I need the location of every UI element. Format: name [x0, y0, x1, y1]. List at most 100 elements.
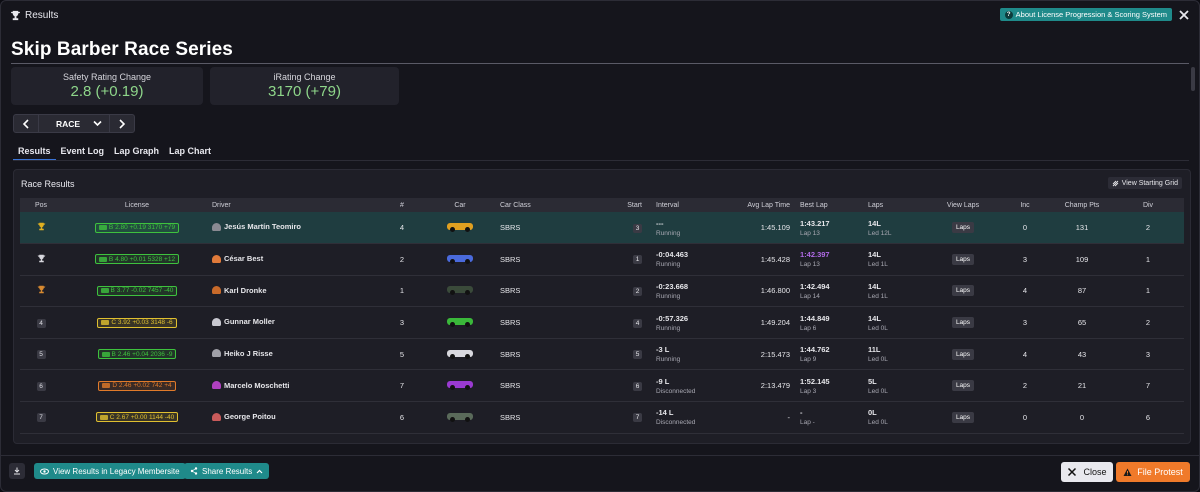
driver-name[interactable]: Gunnar Moller: [224, 317, 275, 327]
license-icon: [102, 383, 111, 389]
license-icon: [101, 351, 110, 357]
col-start[interactable]: Start: [578, 198, 642, 212]
col-license[interactable]: License: [62, 198, 212, 212]
col-driver[interactable]: Driver: [212, 198, 384, 212]
license-text: B 3.77 -0.02 7457 -40: [110, 287, 174, 295]
next-session-button[interactable]: [110, 115, 134, 132]
license-badge: B 2.46 +0.04 2036 -9: [97, 349, 177, 360]
status-text: Running: [656, 324, 681, 332]
driver-name[interactable]: George Poitou: [224, 412, 276, 422]
share-results-button[interactable]: Share Results: [184, 463, 270, 479]
scrollbar[interactable]: [1191, 67, 1195, 91]
driver-cell: Marcelo Moschetti: [212, 370, 384, 402]
driver-name[interactable]: Marcelo Moschetti: [224, 380, 290, 390]
col-number[interactable]: #: [384, 198, 420, 212]
view-laps-button[interactable]: Laps: [951, 380, 975, 392]
best-lap-cell: 1:44.849 Lap 6: [790, 307, 860, 339]
chevron-left-icon: [22, 118, 29, 129]
view-laps-button[interactable]: Laps: [951, 348, 975, 360]
tab-results[interactable]: Results: [13, 141, 56, 161]
view-laps-button[interactable]: Laps: [951, 222, 975, 234]
table-row[interactable]: B 4.80 +0.01 5328 +12 César Best 2 SBRS …: [20, 243, 1184, 276]
champ-points: 131: [1075, 223, 1089, 233]
status-text: Running: [656, 261, 681, 269]
page-title: Skip Barber Race Series: [11, 39, 233, 60]
best-lap-time: 1:44.849: [800, 313, 830, 323]
download-button[interactable]: [9, 463, 25, 479]
view-laps-button[interactable]: Laps: [951, 285, 975, 297]
close-button[interactable]: Close: [1061, 462, 1113, 482]
car-icon: [447, 286, 473, 296]
view-laps-button[interactable]: Laps: [951, 317, 975, 329]
status-text: Running: [656, 292, 681, 300]
laps-completed: 14L: [868, 313, 881, 323]
view-starting-grid-button[interactable]: View Starting Grid: [1107, 177, 1182, 189]
best-lap-time: 1:42.397: [800, 250, 830, 260]
helmet-icon: [212, 349, 221, 358]
driver-name[interactable]: Heiko J Risse: [224, 348, 273, 358]
laps-completed: 11L: [868, 345, 881, 355]
table-row[interactable]: 5 B 2.46 +0.04 2036 -9 Heiko J Risse 5 S…: [20, 338, 1184, 370]
best-lap-cell: 1:42.397 Lap 13: [790, 244, 860, 276]
col-champ-pts[interactable]: Champ Pts: [1052, 198, 1112, 212]
col-avg-lap[interactable]: Avg Lap Time: [742, 198, 790, 212]
irating-card: iRating Change 3170 (+79): [210, 67, 399, 105]
col-view-laps[interactable]: View Laps: [928, 198, 998, 212]
interval-value: ---: [656, 218, 664, 228]
col-div[interactable]: Div: [1112, 198, 1184, 212]
view-laps-button[interactable]: Laps: [951, 411, 975, 423]
best-lap-number: Lap 14: [800, 292, 820, 300]
col-inc[interactable]: Inc: [998, 198, 1052, 212]
division: 6: [1145, 412, 1151, 422]
incidents: 4: [1022, 286, 1028, 296]
close-icon[interactable]: [1177, 8, 1191, 22]
avg-lap-time: 1:45.109: [760, 223, 790, 233]
col-laps[interactable]: Laps: [860, 198, 928, 212]
safety-rating-value: 2.8 (+0.19): [70, 83, 144, 100]
question-icon: ?: [1004, 10, 1013, 19]
table-row[interactable]: 7 C 2.67 +0.00 1144 -40 George Poitou 6 …: [20, 401, 1184, 434]
tab-lap-graph[interactable]: Lap Graph: [114, 146, 160, 156]
car-number: 1: [399, 286, 405, 296]
interval-cell: -0:04.463 Running: [642, 244, 742, 276]
incidents: 3: [1022, 318, 1028, 328]
chevron-down-icon: [93, 120, 102, 127]
view-laps-cell: Laps: [928, 275, 998, 307]
start-cell: 3: [578, 212, 642, 244]
col-car-class[interactable]: Car Class: [500, 198, 578, 212]
driver-cell: Karl Dronke: [212, 275, 384, 307]
tab-lap-chart[interactable]: Lap Chart: [169, 146, 212, 156]
interval-cell: -0:57.326 Running: [642, 307, 742, 339]
trophy-icon: [10, 9, 22, 21]
laps-led: Led 0L: [868, 324, 888, 332]
pos-cell: [20, 212, 62, 244]
view-legacy-results-label: View Results in Legacy Membersite: [53, 466, 180, 476]
champ-points: 43: [1077, 349, 1087, 359]
license-help-link[interactable]: ? About License Progression & Scoring Sy…: [999, 8, 1172, 21]
col-pos[interactable]: Pos: [20, 198, 62, 212]
interval-cell: -9 L Disconnected: [642, 370, 742, 402]
prev-session-button[interactable]: [14, 115, 38, 132]
col-car[interactable]: Car: [420, 198, 500, 212]
file-protest-button[interactable]: File Protest: [1116, 462, 1190, 482]
table-row[interactable]: B 3.77 -0.02 7457 -40 Karl Dronke 1 SBRS…: [20, 275, 1184, 307]
driver-name[interactable]: César Best: [224, 254, 264, 264]
view-laps-button[interactable]: Laps: [951, 253, 975, 265]
car-icon: [447, 254, 473, 264]
avg-lap-time: -: [787, 412, 791, 422]
view-legacy-results-button[interactable]: View Results in Legacy Membersite: [34, 463, 186, 479]
tab-event-log[interactable]: Event Log: [60, 146, 105, 156]
col-best-lap[interactable]: Best Lap: [790, 198, 860, 212]
incidents: 3: [1022, 254, 1028, 264]
table-row[interactable]: 4 C 3.92 +0.03 3148 -6 Gunnar Moller 3 S…: [20, 306, 1184, 339]
driver-name[interactable]: Jesús Martín Teomiro: [224, 222, 301, 232]
laps-led: Led 0L: [868, 419, 888, 427]
license-text: B 2.80 +0.19 3170 +79: [108, 224, 176, 232]
table-row[interactable]: B 2.80 +0.19 3170 +79 Jesús Martín Teomi…: [20, 212, 1184, 244]
division: 1: [1145, 254, 1151, 264]
col-interval[interactable]: Interval: [642, 198, 742, 212]
driver-name[interactable]: Karl Dronke: [224, 285, 267, 295]
session-select[interactable]: RACE: [38, 115, 110, 132]
table-row[interactable]: 6 D 2.46 +0.02 742 +4 Marcelo Moschetti …: [20, 369, 1184, 402]
chevron-right-icon: [119, 118, 126, 129]
